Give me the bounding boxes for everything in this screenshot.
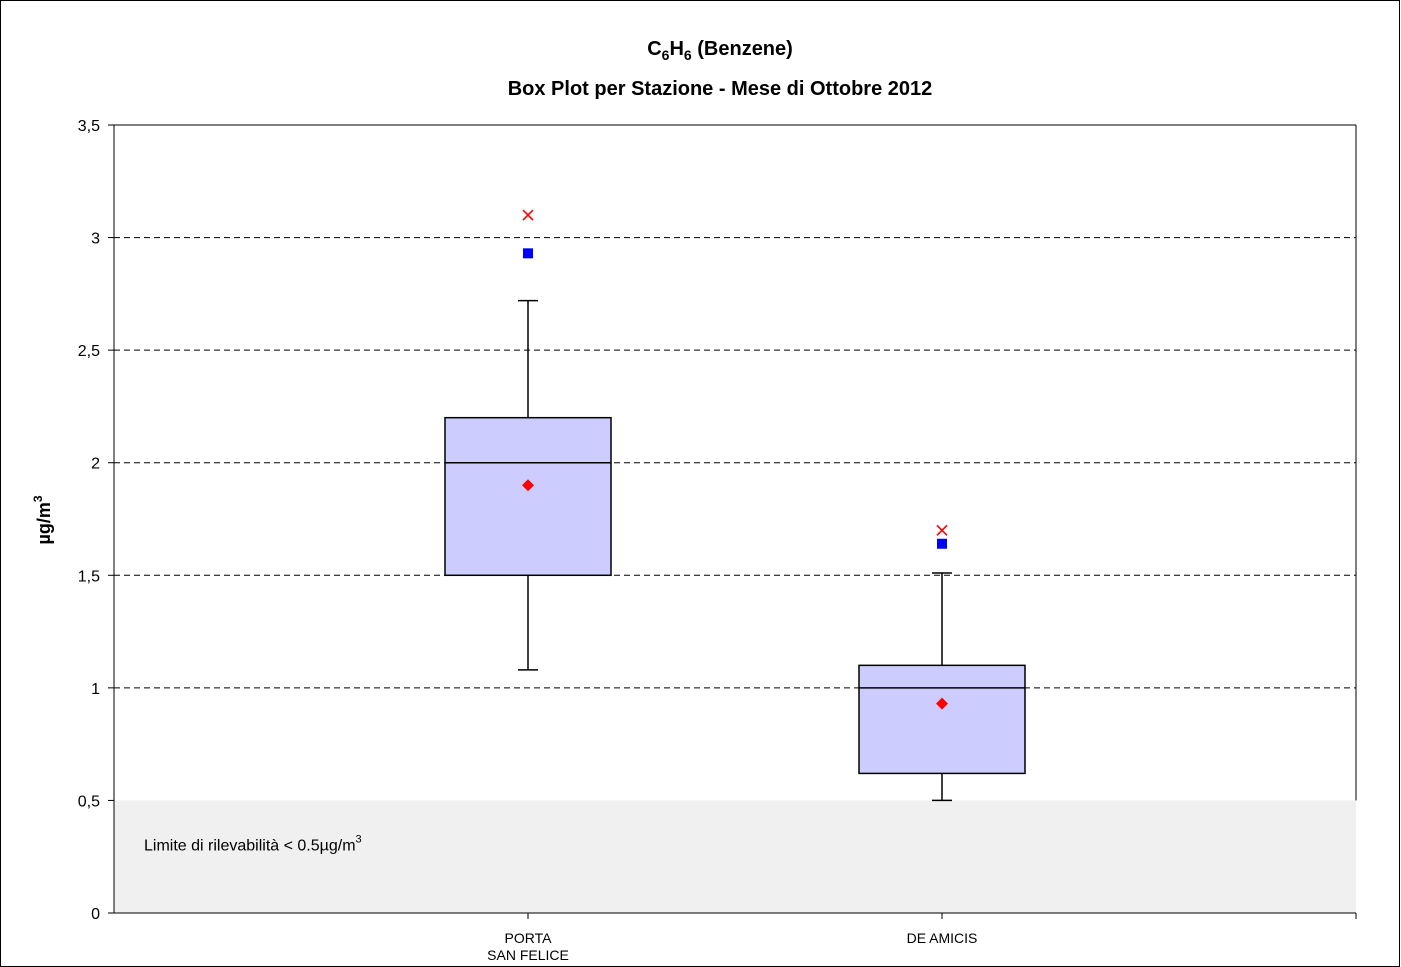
mean-marker: [522, 479, 534, 492]
cross-marker-stroke: [936, 524, 948, 536]
box-iqr: [858, 664, 1026, 775]
y-tick-label: 2: [91, 456, 100, 473]
y-tick-label: 1,5: [78, 568, 100, 585]
x-category-label: SAN FELICE: [487, 947, 569, 963]
detection-limit-band: [114, 800, 1356, 913]
detection-limit-label: Limite di rilevabilità < 0.5µg/m3: [144, 833, 362, 854]
square-marker: [523, 248, 533, 259]
y-tick-label: 3: [91, 231, 100, 248]
y-tick-label: 0: [91, 906, 100, 923]
square-marker: [937, 538, 947, 549]
chart-title-line1: C6H6 (Benzene): [647, 38, 793, 63]
cross-marker: [522, 209, 534, 221]
plot-area: Limite di rilevabilità < 0.5µg/m3 0 0,5 1 1,…: [78, 118, 1357, 963]
y-tick-label: 2,5: [78, 343, 100, 360]
cross-marker: [936, 524, 948, 536]
y-tick-label: 1: [91, 681, 100, 698]
y-tick-label: 0,5: [78, 793, 100, 810]
x-category-label: PORTA: [505, 930, 553, 946]
cross-marker-stroke: [522, 209, 534, 221]
y-axis-label: µg/m3: [31, 495, 54, 544]
y-tick-label: 3,5: [78, 118, 100, 135]
x-category-label: DE AMICIS: [907, 930, 978, 946]
mean-marker: [936, 697, 948, 710]
chart-title-line2: Box Plot per Stazione - Mese di Ottobre …: [508, 78, 933, 100]
box-iqr: [444, 416, 612, 577]
